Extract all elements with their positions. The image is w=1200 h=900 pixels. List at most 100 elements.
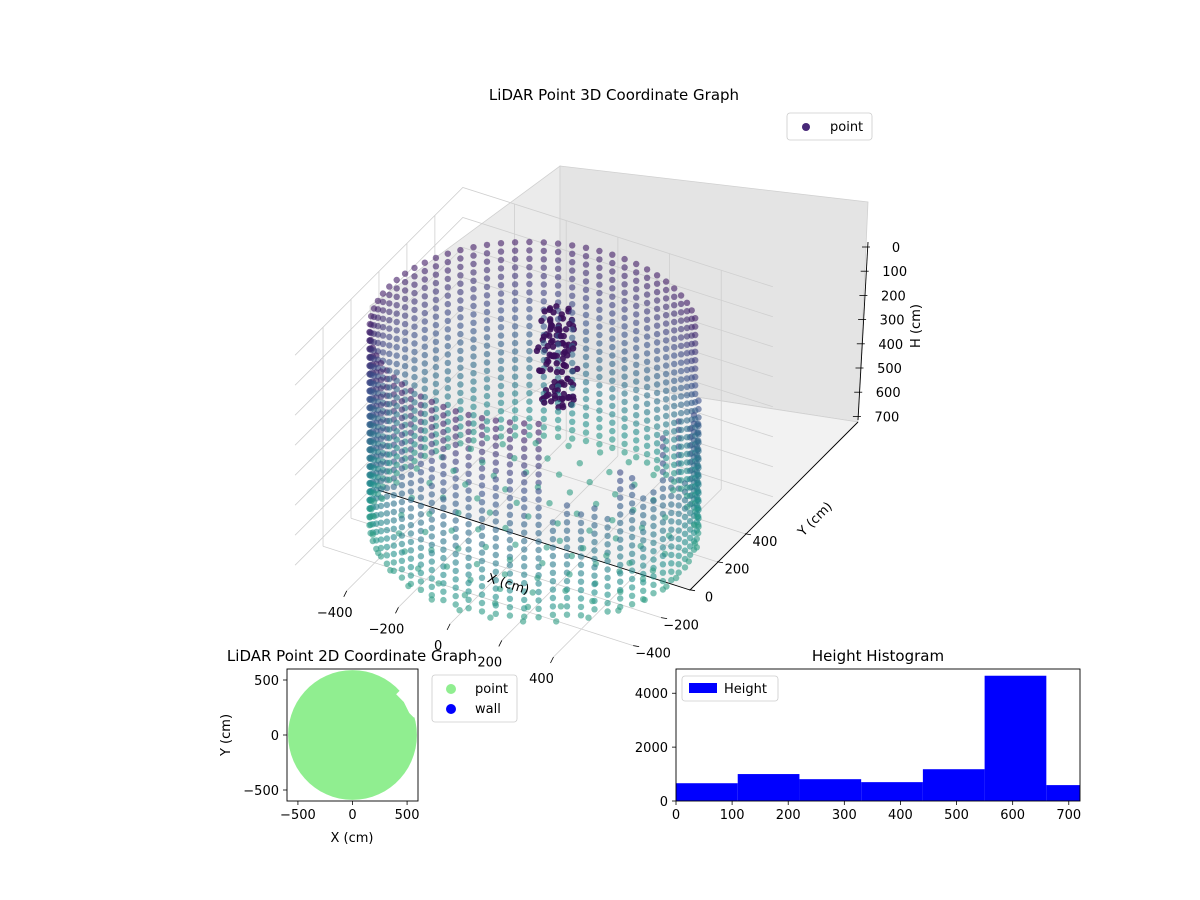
point-3d bbox=[497, 391, 505, 398]
point-3d bbox=[662, 463, 670, 470]
point-3d bbox=[675, 544, 682, 551]
point-3d bbox=[421, 318, 428, 325]
point-3d bbox=[547, 366, 554, 373]
point-3d bbox=[688, 391, 695, 398]
point-3d bbox=[432, 330, 440, 337]
point-3d bbox=[609, 385, 616, 393]
point-3d bbox=[549, 611, 557, 618]
point-3d bbox=[407, 530, 415, 537]
point-3d bbox=[628, 491, 636, 499]
point-3d bbox=[628, 550, 636, 557]
point-3d bbox=[440, 445, 447, 453]
point-3d bbox=[492, 493, 499, 500]
point-3d bbox=[650, 489, 657, 496]
point-3d bbox=[366, 514, 373, 521]
point-3d bbox=[492, 535, 499, 542]
point-3d bbox=[633, 328, 640, 335]
point-3d bbox=[671, 428, 678, 435]
point-3d bbox=[662, 387, 670, 394]
point-3d bbox=[483, 317, 491, 324]
point-3d bbox=[671, 436, 678, 443]
point-3d bbox=[549, 569, 557, 576]
point-3d bbox=[563, 527, 571, 534]
point-3d bbox=[390, 542, 397, 549]
point-3d bbox=[366, 522, 373, 529]
point-3d bbox=[417, 511, 425, 518]
point-3d bbox=[369, 537, 376, 545]
point-3d bbox=[465, 453, 472, 461]
y-tick-label-histogram: 2000 bbox=[635, 741, 668, 756]
point-3d bbox=[617, 486, 624, 493]
point-3d bbox=[582, 404, 590, 411]
point-3d bbox=[377, 553, 385, 560]
point-3d bbox=[482, 543, 489, 551]
point-3d bbox=[604, 532, 611, 540]
point-3d bbox=[621, 440, 628, 448]
point-3d bbox=[621, 339, 628, 347]
point-3d bbox=[659, 552, 667, 560]
point-3d bbox=[413, 465, 420, 472]
point-3d bbox=[506, 587, 514, 594]
point-3d bbox=[497, 265, 505, 272]
point-3d bbox=[492, 476, 499, 483]
point-3d bbox=[393, 369, 400, 376]
point-3d bbox=[456, 607, 463, 614]
point-3d bbox=[465, 605, 472, 612]
y-tick-label-2d: −500 bbox=[243, 784, 279, 799]
point-3d bbox=[417, 544, 425, 551]
point-3d bbox=[670, 487, 677, 494]
point-3d bbox=[649, 567, 657, 574]
point-3d bbox=[511, 272, 519, 280]
point-3d bbox=[407, 547, 415, 554]
point-3d bbox=[478, 448, 486, 455]
point-3d bbox=[540, 239, 547, 246]
histogram-bar bbox=[984, 675, 1047, 801]
point-3d bbox=[377, 410, 385, 417]
point-3d bbox=[640, 587, 647, 594]
point-3d bbox=[535, 614, 542, 621]
point-3d bbox=[582, 278, 590, 285]
point-3d bbox=[374, 297, 382, 305]
point-3d bbox=[457, 389, 464, 397]
point-3d bbox=[492, 467, 499, 475]
point-3d bbox=[621, 407, 628, 414]
point-3d bbox=[650, 514, 657, 521]
histogram-bar bbox=[737, 774, 800, 801]
point-3d bbox=[432, 279, 440, 287]
point-3d bbox=[535, 454, 542, 461]
point-3d bbox=[650, 556, 657, 563]
point-3d bbox=[668, 518, 675, 525]
point-3d bbox=[511, 373, 519, 380]
point-3d bbox=[540, 272, 547, 280]
point-3d bbox=[462, 481, 469, 488]
point-3d bbox=[586, 527, 593, 534]
y-tick-label-3d: 200 bbox=[725, 563, 750, 578]
point-3d bbox=[621, 255, 628, 263]
point-3d bbox=[444, 326, 451, 333]
point-3d bbox=[497, 399, 505, 406]
point-3d bbox=[478, 591, 486, 598]
point-3d bbox=[526, 364, 533, 372]
point-3d bbox=[633, 344, 640, 352]
point-3d bbox=[421, 385, 428, 392]
point-3d bbox=[540, 407, 547, 414]
point-3d bbox=[521, 428, 528, 436]
point-3d bbox=[470, 420, 477, 427]
point-3d bbox=[643, 442, 651, 449]
point-3d bbox=[577, 586, 585, 594]
point-3d bbox=[470, 277, 477, 284]
point-3d bbox=[668, 526, 675, 533]
point-3d bbox=[563, 577, 571, 585]
point-3d bbox=[569, 418, 576, 425]
point-3d bbox=[417, 553, 425, 560]
point-3d bbox=[511, 314, 519, 322]
histogram-bar bbox=[1046, 785, 1080, 801]
point-3d bbox=[569, 301, 576, 308]
point-3d bbox=[604, 541, 611, 548]
point-3d bbox=[609, 293, 616, 300]
y-tick-3d bbox=[661, 617, 668, 620]
point-3d bbox=[535, 546, 542, 554]
point-3d bbox=[440, 470, 447, 478]
point-3d bbox=[559, 395, 566, 403]
